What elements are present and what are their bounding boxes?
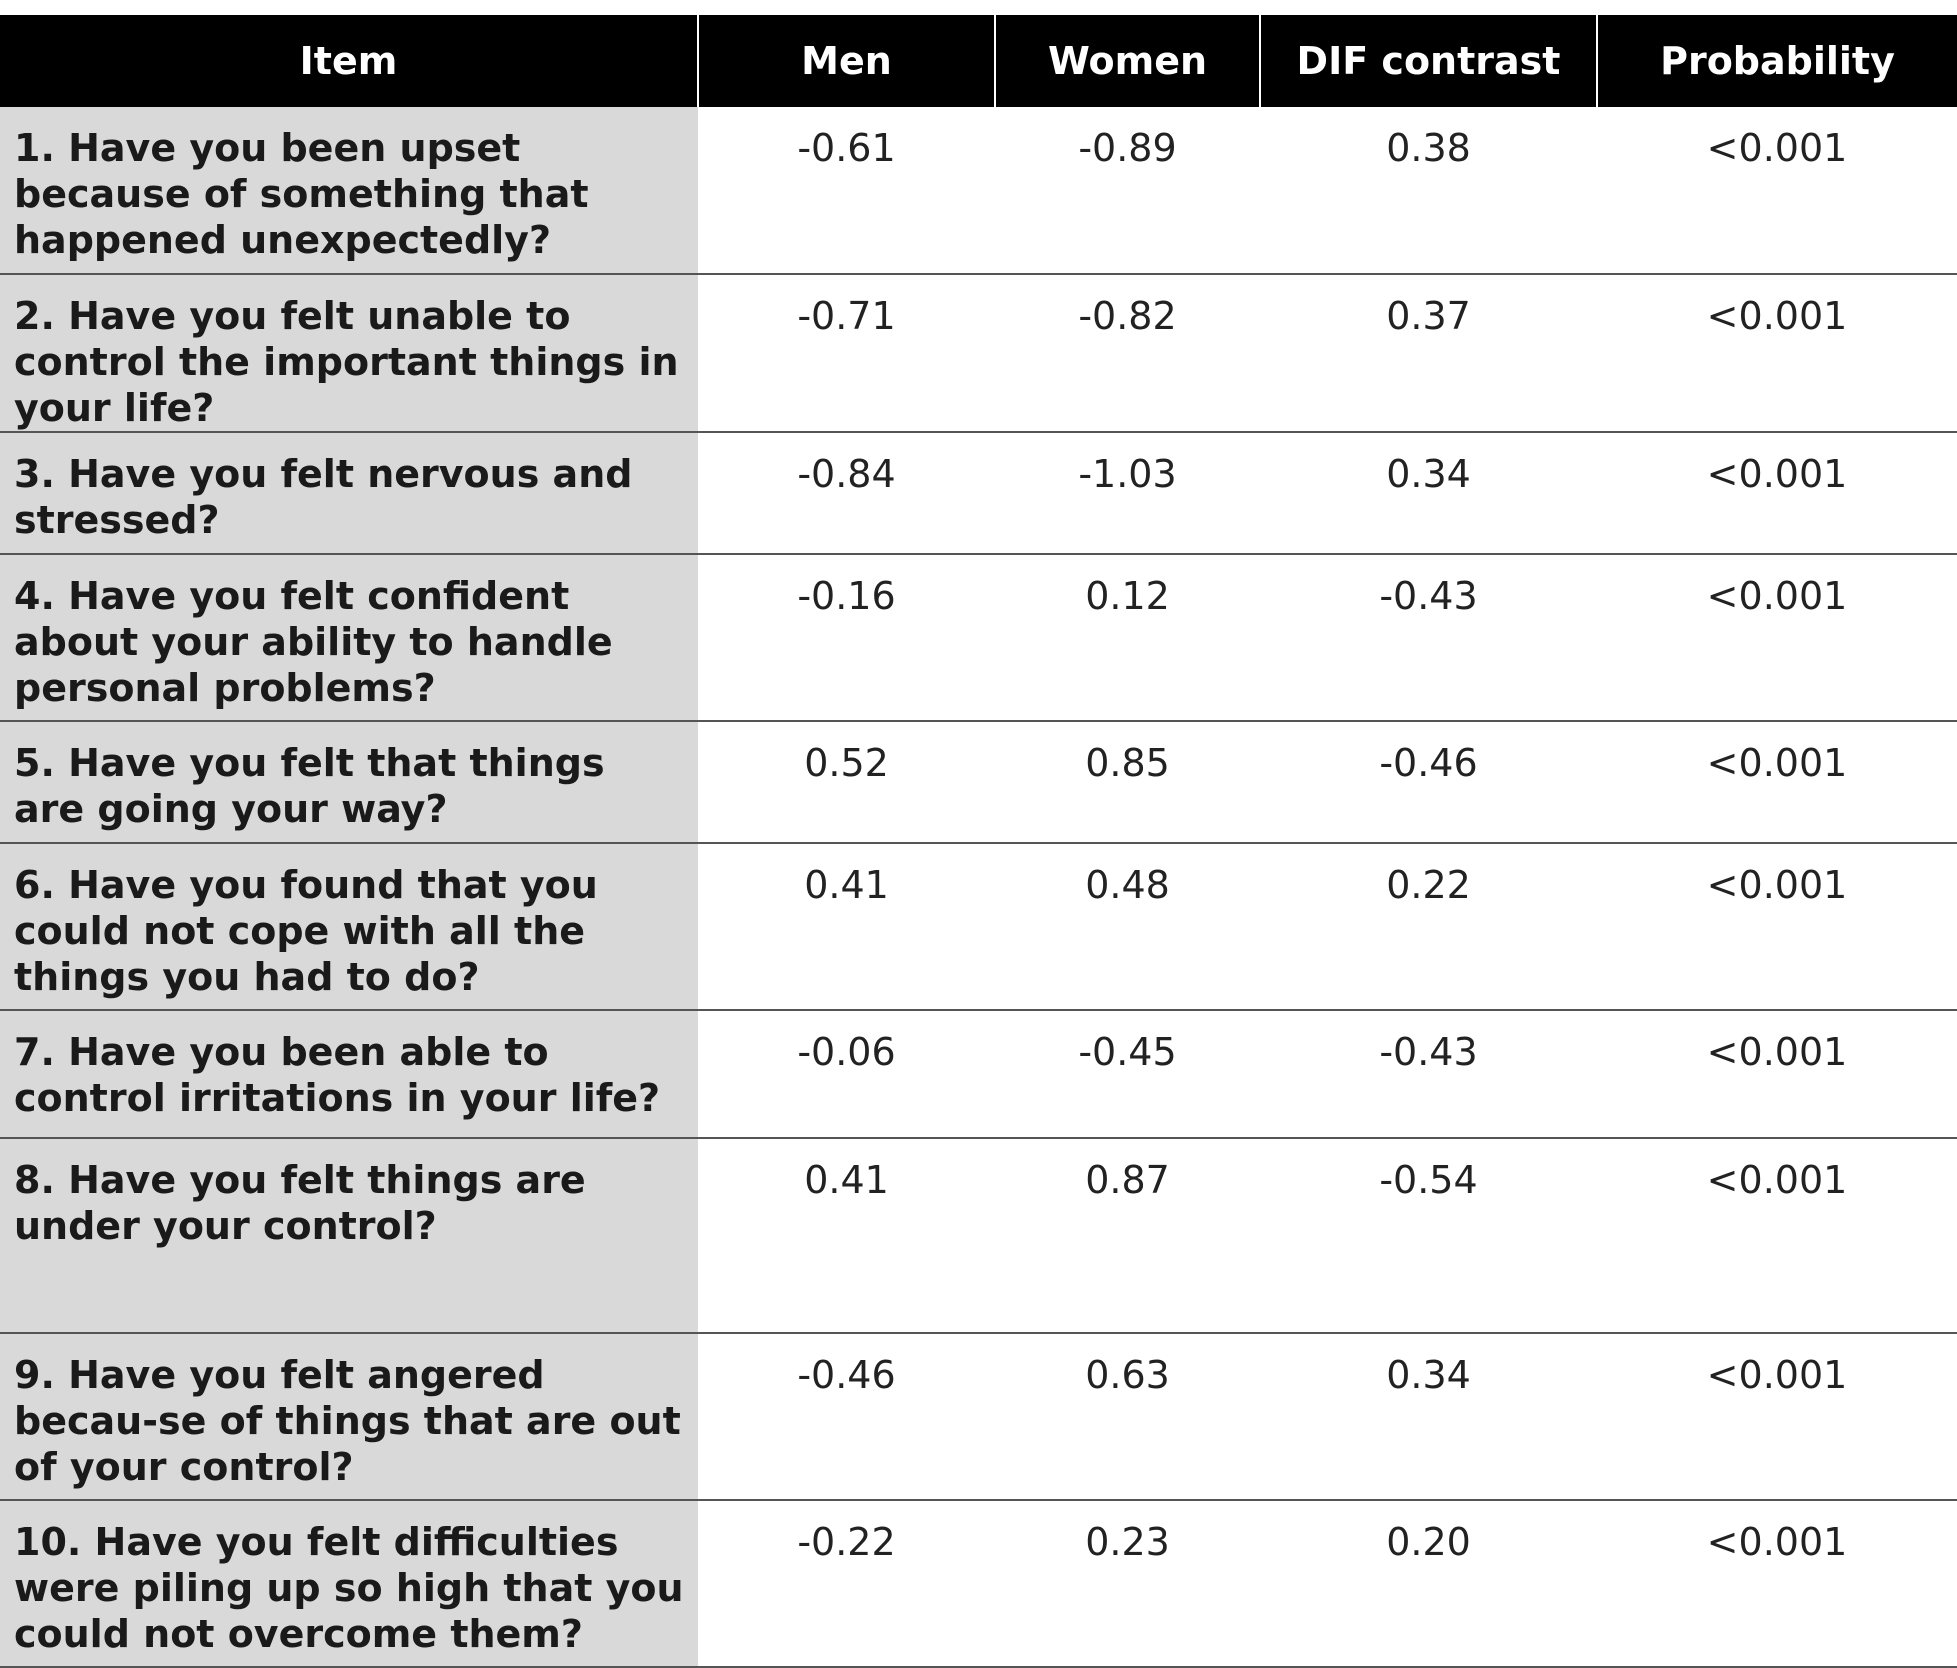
women-cell: 0.12 [995,554,1260,722]
table-row: 2. Have you felt unable to control the i… [0,274,1957,433]
women-cell: 0.63 [995,1333,1260,1501]
item-cell: 8. Have you felt things are under your c… [0,1138,698,1334]
table-row: 5. Have you felt that things are going y… [0,721,1957,844]
men-cell: -0.16 [698,554,995,722]
probability-cell: <0.001 [1597,1138,1957,1334]
table-row: 3. Have you felt nervous and stressed? -… [0,432,1957,555]
probability-cell: <0.001 [1597,107,1957,275]
header-women: Women [994,15,1260,107]
probability-cell: <0.001 [1597,843,1957,1011]
table-row: 1. Have you been upset because of someth… [0,107,1957,275]
men-cell: 0.41 [698,1138,995,1334]
women-cell: -0.45 [995,1010,1260,1139]
table-row: 6. Have you found that you could not cop… [0,843,1957,1011]
dif-cell: 0.34 [1260,1333,1597,1501]
probability-cell: <0.001 [1597,274,1957,433]
dif-table: Item Men Women DIF contrast Probability … [0,15,1957,1668]
women-cell: 0.85 [995,721,1260,844]
women-cell: -1.03 [995,432,1260,555]
probability-cell: <0.001 [1597,554,1957,722]
item-cell: 2. Have you felt unable to control the i… [0,274,698,433]
probability-cell: <0.001 [1597,1500,1957,1668]
men-cell: 0.52 [698,721,995,844]
dif-cell: 0.37 [1260,274,1597,433]
item-cell: 4. Have you felt confident about your ab… [0,554,698,722]
dif-cell: 0.22 [1260,843,1597,1011]
item-cell: 7. Have you been able to control irritat… [0,1010,698,1139]
men-cell: 0.41 [698,843,995,1011]
dif-table-container: Item Men Women DIF contrast Probability … [0,15,1957,1668]
table-row: 4. Have you felt confident about your ab… [0,554,1957,722]
table-row: 8. Have you felt things are under your c… [0,1138,1957,1334]
table-row: 10. Have you felt difficulties were pili… [0,1500,1957,1668]
item-cell: 6. Have you found that you could not cop… [0,843,698,1011]
table-row: 9. Have you felt angered becau-se of thi… [0,1333,1957,1501]
men-cell: -0.71 [698,274,995,433]
women-cell: -0.82 [995,274,1260,433]
item-cell: 1. Have you been upset because of someth… [0,107,698,275]
probability-cell: <0.001 [1597,1333,1957,1501]
women-cell: -0.89 [995,107,1260,275]
dif-cell: -0.43 [1260,554,1597,722]
women-cell: 0.48 [995,843,1260,1011]
women-cell: 0.87 [995,1138,1260,1334]
dif-cell: -0.43 [1260,1010,1597,1139]
header-men: Men [697,15,995,107]
item-cell: 9. Have you felt angered becau-se of thi… [0,1333,698,1501]
header-probability: Probability [1596,15,1957,107]
probability-cell: <0.001 [1597,1010,1957,1139]
probability-cell: <0.001 [1597,721,1957,844]
table-row: 7. Have you been able to control irritat… [0,1010,1957,1139]
dif-cell: -0.46 [1260,721,1597,844]
men-cell: -0.84 [698,432,995,555]
header-dif-contrast: DIF contrast [1259,15,1597,107]
probability-cell: <0.001 [1597,432,1957,555]
item-cell: 10. Have you felt difficulties were pili… [0,1500,698,1668]
dif-cell: 0.38 [1260,107,1597,275]
men-cell: -0.61 [698,107,995,275]
men-cell: -0.06 [698,1010,995,1139]
table-body: 1. Have you been upset because of someth… [0,107,1957,1668]
dif-cell: 0.20 [1260,1500,1597,1668]
dif-cell: -0.54 [1260,1138,1597,1334]
men-cell: -0.46 [698,1333,995,1501]
header-item: Item [0,15,698,107]
women-cell: 0.23 [995,1500,1260,1668]
men-cell: -0.22 [698,1500,995,1668]
dif-cell: 0.34 [1260,432,1597,555]
item-cell: 5. Have you felt that things are going y… [0,721,698,844]
header-row: Item Men Women DIF contrast Probability [0,15,1957,107]
item-cell: 3. Have you felt nervous and stressed? [0,432,698,555]
table-header: Item Men Women DIF contrast Probability [0,15,1957,107]
